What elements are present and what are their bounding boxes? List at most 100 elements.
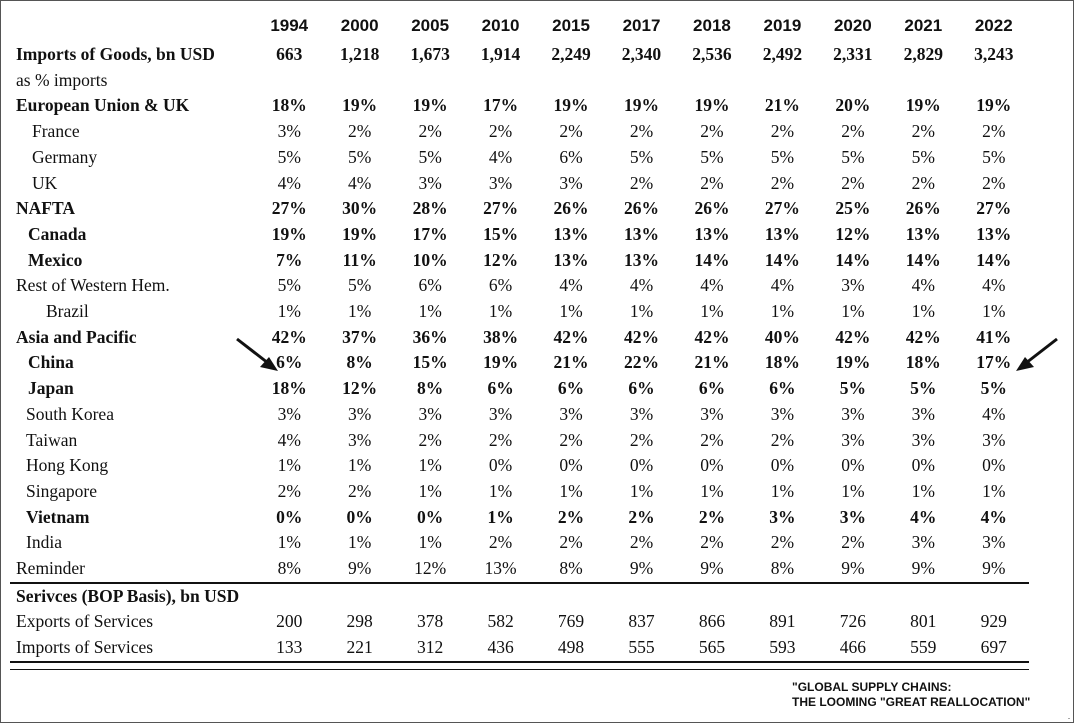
table-cell: 4% (770, 275, 795, 296)
table-cell: 27% (976, 198, 1012, 219)
year-header: 2010 (481, 16, 520, 35)
table-cell: 2% (559, 532, 583, 553)
table-cell: 3% (911, 403, 935, 424)
table-cell: 697 (958, 635, 1029, 663)
table-cell: 3% (769, 506, 796, 527)
year-header: 2017 (622, 16, 661, 35)
row-label: Singapore (26, 480, 97, 501)
table-cell: 1% (982, 301, 1006, 322)
table-cell (676, 581, 748, 610)
table-cell: 20% (835, 95, 871, 116)
table-cell: 2% (982, 172, 1006, 193)
table-cell: 436 (465, 635, 536, 663)
table-cell: 5% (348, 275, 372, 296)
table-cell: 1,218 (339, 44, 380, 64)
bottom-rule (10, 669, 1029, 670)
row-label: Asia and Pacific (16, 326, 137, 347)
year-header: 2022 (974, 16, 1013, 35)
table-cell: 12% (835, 223, 871, 244)
table-cell: 891 (769, 611, 796, 632)
table-cell (747, 68, 817, 94)
table-cell: 14% (764, 249, 800, 270)
table-cell: 18% (271, 378, 307, 399)
table-cell: 8% (417, 378, 444, 399)
table-cell (606, 68, 676, 94)
table-cell: 9% (911, 558, 935, 579)
table-cell: 0% (841, 455, 865, 476)
table-cell: 2% (488, 121, 513, 142)
table-cell: 19% (342, 223, 378, 244)
table-cell: 2% (770, 532, 795, 553)
table-cell: 9% (982, 558, 1006, 579)
table-cell: 18% (764, 352, 800, 373)
row-label: Mexico (28, 249, 83, 270)
table-cell: 8% (559, 558, 583, 579)
table-cell: 42% (905, 326, 941, 347)
table-cell: 2,340 (621, 44, 662, 64)
table-cell: 4% (911, 275, 935, 296)
table-cell (465, 581, 536, 610)
year-header: 2019 (763, 16, 802, 35)
table-cell: 3% (770, 403, 795, 424)
table-cell: 298 (346, 611, 373, 632)
table-cell: 2% (348, 121, 372, 142)
table-cell: 663 (276, 44, 303, 64)
table-cell: 0% (700, 455, 724, 476)
row-label: Japan (28, 378, 74, 399)
table-row: China 6% 8% 15% 19% 21% 22% 21% 18% 19% 18% 17% (10, 350, 1029, 376)
table-cell: 42% (623, 326, 659, 347)
table-cell: 22% (623, 352, 659, 373)
table-cell: 1% (629, 480, 654, 501)
table-cell: 1% (770, 480, 795, 501)
table-cell: 200 (276, 611, 303, 632)
table-row: Taiwan 4% 3% 2% 2% 2% 2% 2% 2% 3% 3% 3% (10, 428, 1029, 454)
table-cell: 27% (764, 198, 800, 219)
table-cell: 559 (888, 635, 959, 663)
year-header: 2005 (411, 16, 450, 35)
table-cell: 6% (628, 378, 655, 399)
table-cell: 4% (910, 506, 937, 527)
row-label: Brazil (46, 301, 89, 322)
table-body: Imports of Goods, bn USD 663 1,218 1,673 1,9… (10, 42, 1029, 663)
table-cell: 2% (700, 429, 724, 450)
row-label: Imports of Goods, bn USD (16, 44, 215, 64)
table-row: Asia and Pacific 42% 37% 36% 38% 42% 42% 42% 40%… (10, 325, 1029, 351)
table-cell: 2% (770, 429, 795, 450)
arrow-left-pointer-icon (236, 337, 278, 371)
table-cell: 19% (483, 352, 519, 373)
table-cell (818, 68, 888, 94)
table-cell: 2,492 (762, 44, 803, 64)
table-cell: 2,331 (833, 44, 873, 64)
table-cell: 3% (982, 532, 1006, 553)
row-label: France (32, 121, 80, 142)
table-cell: 15% (412, 352, 448, 373)
table-cell: 2% (770, 172, 795, 193)
table-cell: 13% (553, 223, 589, 244)
table-cell: 0% (629, 455, 654, 476)
header-row: 1994 2000 2005 2010 2015 2017 2018 2019 … (10, 9, 1029, 42)
table-cell: 1% (348, 532, 372, 553)
table-cell (254, 68, 324, 94)
table-cell: 4% (700, 275, 724, 296)
table-cell: 0% (770, 455, 795, 476)
row-label: Germany (32, 146, 98, 167)
table-cell: 466 (817, 635, 889, 663)
table-cell: 6% (276, 352, 303, 373)
table-cell: 13% (976, 223, 1012, 244)
table-cell: 9% (348, 558, 372, 579)
table-cell: 36% (412, 326, 448, 347)
table-cell: 726 (839, 611, 866, 632)
table-cell: 3% (911, 429, 935, 450)
table-cell: 8% (770, 558, 795, 579)
table-cell: 12% (342, 378, 378, 399)
table-cell: 2,829 (903, 44, 943, 64)
table-cell: 17% (412, 223, 448, 244)
table-cell: 18% (905, 352, 941, 373)
table-cell: 26% (694, 198, 730, 219)
table-cell: 8% (277, 558, 301, 579)
table-cell: 5% (348, 146, 372, 167)
table-cell (254, 581, 325, 610)
table-cell: 582 (487, 611, 514, 632)
corner-mark: . (1068, 712, 1070, 721)
table-cell: 42% (271, 326, 307, 347)
